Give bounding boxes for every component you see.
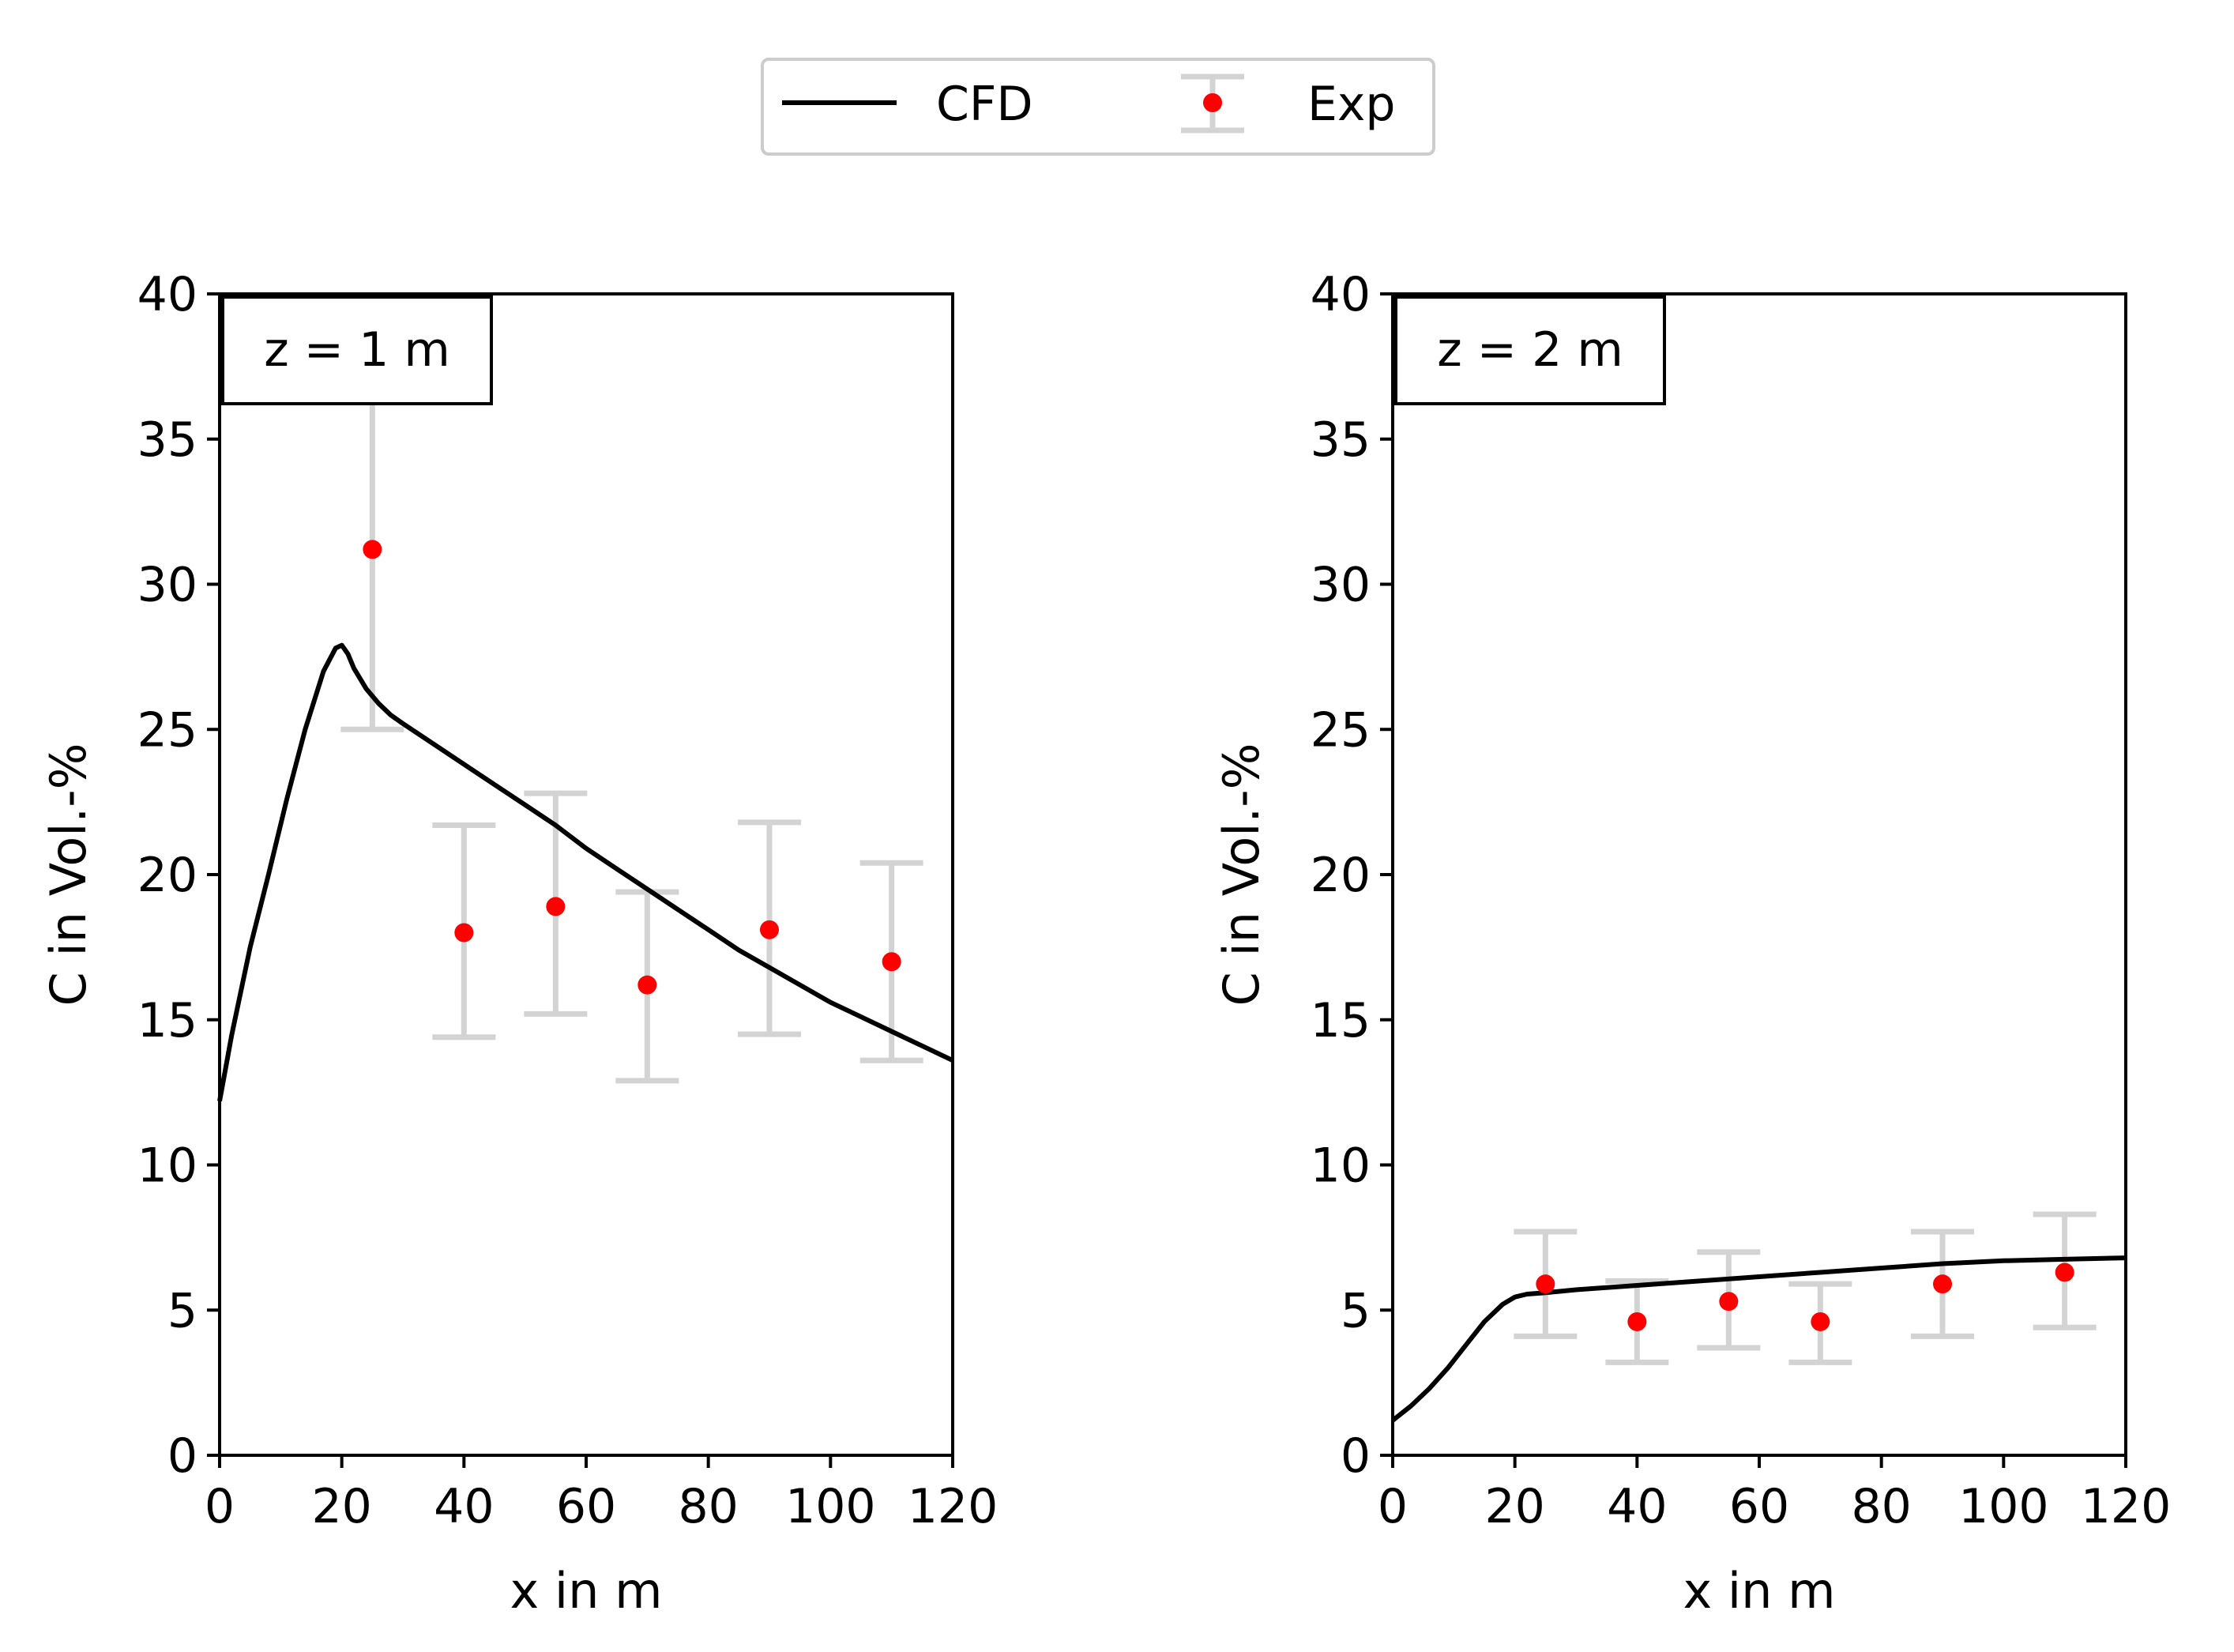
x-tick-label: 100 <box>785 1479 876 1534</box>
legend-frame <box>761 58 1435 156</box>
y-tick-label: 20 <box>137 848 197 903</box>
exp-points <box>363 540 901 995</box>
y-tick-label: 25 <box>137 702 197 758</box>
panel-label: z = 2 m <box>1437 322 1623 378</box>
legend-exp-label: Exp <box>1307 77 1396 132</box>
y-tick-label: 0 <box>1341 1428 1371 1484</box>
legend-cfd-label: CFD <box>936 77 1033 132</box>
legend: CFD Exp <box>761 58 1435 156</box>
x-tick-label: 120 <box>908 1479 999 1534</box>
x-tick-label: 20 <box>1484 1479 1544 1534</box>
y-tick-label: 30 <box>137 558 197 613</box>
y-tick-label: 15 <box>137 993 197 1048</box>
x-tick-label: 0 <box>205 1479 235 1534</box>
y-tick-label: 30 <box>1311 558 1371 613</box>
y-axis-label: C in Vol.-% <box>1213 743 1270 1007</box>
cfd-line <box>217 642 954 1102</box>
y-tick-label: 35 <box>1311 412 1371 468</box>
y-axis-label: C in Vol.-% <box>39 743 97 1007</box>
y-tick-label: 40 <box>137 267 197 322</box>
axis-ticks: 0 20 40 60 80 100 120 0 5 10 15 20 25 30 35 40 <box>137 267 999 1534</box>
exp-point <box>1627 1311 1647 1331</box>
cfd-series <box>217 642 954 1102</box>
panel-label: z = 1 m <box>264 322 450 378</box>
panel-label-box: z = 2 m <box>1394 295 1666 405</box>
x-tick-label: 40 <box>1607 1479 1667 1534</box>
y-tick-label: 20 <box>1311 848 1371 903</box>
axis-ticks: 0 20 40 60 80 100 120 0 5 10 15 20 25 30 35 40 <box>1311 267 2172 1534</box>
y-tick-label: 0 <box>167 1428 197 1484</box>
x-tick-label: 120 <box>2081 1479 2172 1534</box>
exp-point <box>882 952 901 972</box>
plot-frame <box>1391 292 2127 1457</box>
exp-points <box>1536 1263 2074 1331</box>
plot-frame <box>218 292 954 1457</box>
y-tick-label: 15 <box>1311 993 1371 1048</box>
exp-point <box>1719 1292 1739 1311</box>
exp-point <box>2055 1263 2074 1282</box>
exp-point <box>637 975 657 995</box>
exp-point <box>1933 1274 1952 1294</box>
y-tick-label: 10 <box>1311 1138 1371 1194</box>
exp-point <box>1811 1311 1830 1331</box>
y-tick-label: 25 <box>1311 702 1371 758</box>
x-tick-label: 0 <box>1378 1479 1408 1534</box>
exp-point <box>1536 1274 1555 1294</box>
exp-point <box>363 540 382 559</box>
y-tick-label: 35 <box>137 412 197 468</box>
x-tick-label: 80 <box>678 1479 738 1534</box>
panel-label-box: z = 1 m <box>221 295 493 405</box>
x-tick-label: 40 <box>434 1479 494 1534</box>
x-tick-label: 60 <box>1729 1479 1789 1534</box>
exp-point <box>454 923 474 943</box>
legend-exp-marker <box>1203 93 1222 112</box>
exp-point <box>546 897 566 916</box>
x-tick-label: 100 <box>1958 1479 2049 1534</box>
x-tick-label: 60 <box>556 1479 616 1534</box>
panel-label-frame <box>1394 295 1666 405</box>
x-tick-label: 20 <box>311 1479 371 1534</box>
x-axis-label: x in m <box>510 1562 662 1620</box>
y-tick-label: 5 <box>167 1283 197 1338</box>
y-tick-label: 10 <box>137 1138 197 1194</box>
exp-point <box>760 920 779 939</box>
y-tick-label: 40 <box>1311 267 1371 322</box>
cfd-line <box>1391 1255 2127 1423</box>
cfd-series <box>1391 1255 2127 1423</box>
y-tick-label: 5 <box>1341 1283 1371 1338</box>
x-axis-label: x in m <box>1683 1562 1835 1620</box>
x-tick-label: 80 <box>1851 1479 1911 1534</box>
panel-label-frame <box>221 295 493 405</box>
exp-errorbars <box>340 386 923 1084</box>
